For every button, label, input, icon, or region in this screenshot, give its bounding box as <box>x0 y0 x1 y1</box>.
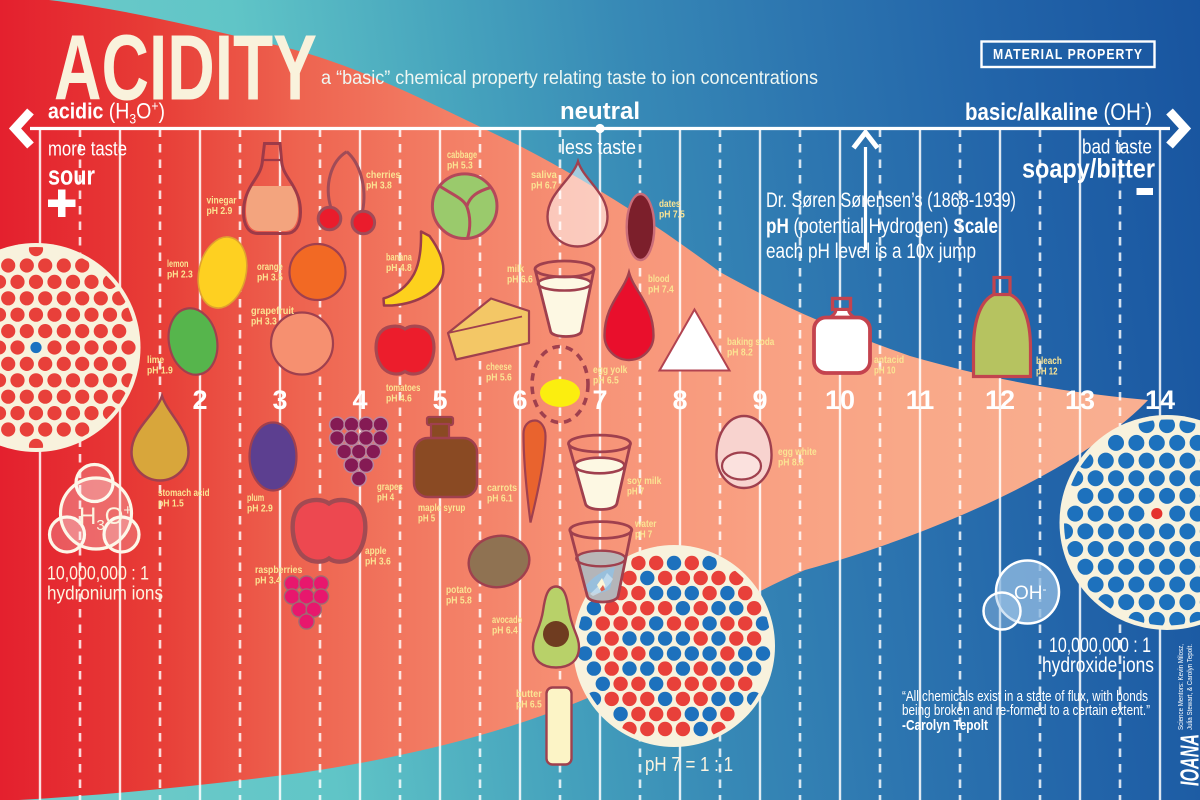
svg-text:basic/alkaline (OH-): basic/alkaline (OH-) <box>965 99 1152 126</box>
svg-text:neutral: neutral <box>560 98 640 125</box>
svg-text:a “basic” chemical property re: a “basic” chemical property relating tas… <box>321 68 818 89</box>
svg-text:acidic (H3O+): acidic (H3O+) <box>48 98 165 127</box>
svg-text:sour: sour <box>48 161 95 191</box>
svg-text:pH (potential Hydrogen) Scale: pH (potential Hydrogen) Scale <box>766 215 998 238</box>
svg-text:11: 11 <box>906 385 935 415</box>
svg-text:more taste: more taste <box>48 138 127 161</box>
svg-text:“All chemicals exist in a stat: “All chemicals exist in a state of flux,… <box>902 688 1148 705</box>
svg-text:6: 6 <box>512 385 527 415</box>
svg-text:Dr. Søren Sørensen’s (1868-193: Dr. Søren Sørensen’s (1868-1939) <box>766 189 1016 212</box>
svg-text:less taste: less taste <box>561 136 636 159</box>
svg-text:9: 9 <box>752 385 767 415</box>
svg-text:10,000,000 : 1: 10,000,000 : 1 <box>47 564 149 585</box>
svg-text:5: 5 <box>432 385 447 415</box>
svg-text:14: 14 <box>1145 385 1175 415</box>
svg-text:12: 12 <box>985 385 1015 415</box>
svg-text:7: 7 <box>592 385 607 415</box>
svg-text:Julia Stewart, & Carolyn Tepol: Julia Stewart, & Carolyn Tepolt. <box>1185 644 1194 730</box>
svg-text:Science Mentors: Kevin Milosz,: Science Mentors: Kevin Milosz, <box>1176 644 1185 730</box>
svg-text:ACIDITY: ACIDITY <box>54 16 317 120</box>
svg-text:soapy/bitter: soapy/bitter <box>1022 154 1155 184</box>
svg-text:-Carolyn Tepolt: -Carolyn Tepolt <box>902 717 988 734</box>
svg-text:8: 8 <box>672 385 687 415</box>
svg-text:10,000,000 : 1: 10,000,000 : 1 <box>1049 634 1151 657</box>
svg-text:2: 2 <box>192 385 207 415</box>
svg-text:being broken and re-formed to: being broken and re-formed to a certain … <box>902 702 1150 719</box>
svg-text:4: 4 <box>352 385 367 415</box>
svg-text:IOANA: IOANA <box>1175 734 1200 786</box>
svg-text:13: 13 <box>1065 385 1095 415</box>
svg-text:hydroxide ions: hydroxide ions <box>1042 654 1154 677</box>
svg-text:bad taste: bad taste <box>1082 136 1152 159</box>
svg-text:10: 10 <box>825 385 855 415</box>
svg-text:each pH level is a 10x jump: each pH level is a 10x jump <box>766 240 976 263</box>
svg-text:MATERIAL PROPERTY: MATERIAL PROPERTY <box>993 47 1143 63</box>
svg-text:hydronium ions: hydronium ions <box>47 584 163 605</box>
svg-text:3: 3 <box>272 385 287 415</box>
svg-text:pH 7 = 1 : 1: pH 7 = 1 : 1 <box>645 753 733 776</box>
svg-text:OH-: OH- <box>1014 582 1047 604</box>
